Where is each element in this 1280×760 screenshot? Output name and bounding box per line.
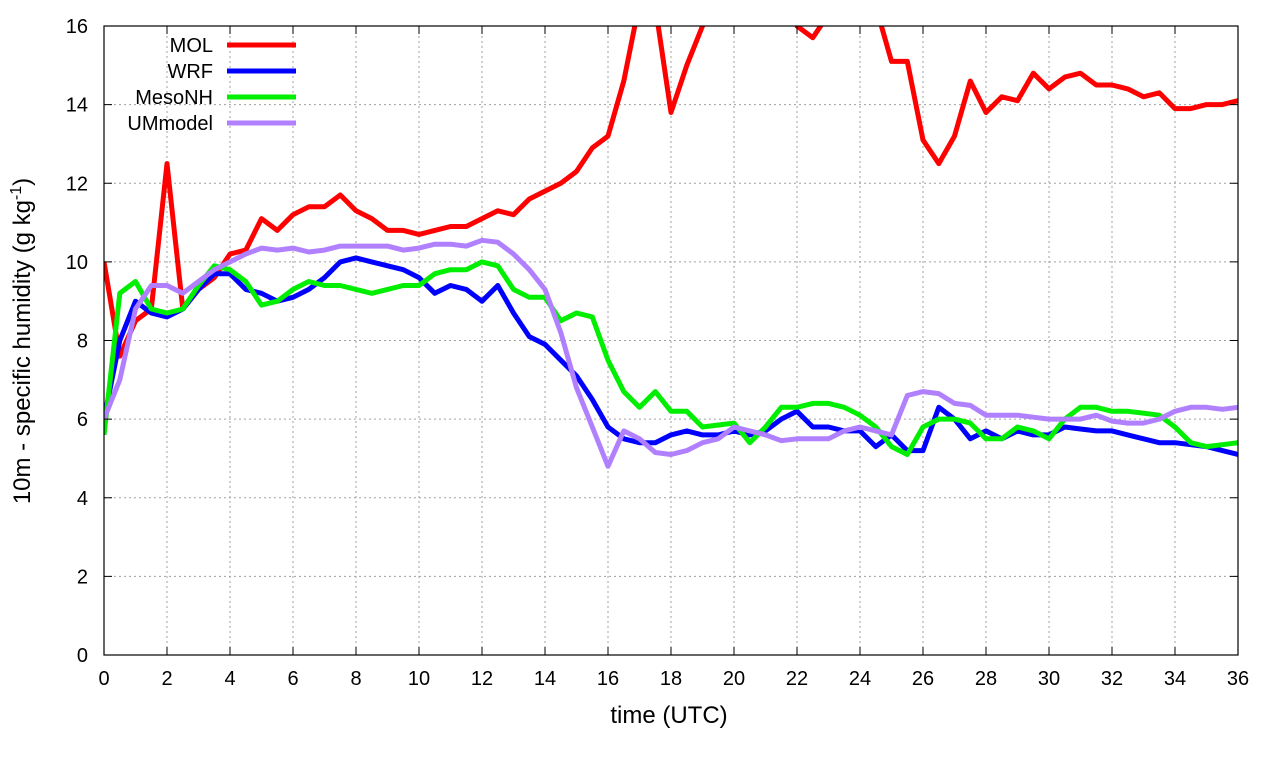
- x-tick-label: 36: [1227, 668, 1249, 690]
- legend-label-wrf: WRF: [167, 61, 213, 83]
- series-line-mesonh: [104, 259, 1238, 457]
- x-tick-label: 10: [408, 668, 430, 690]
- legend-label-ummodel: UMmodel: [127, 113, 213, 135]
- grid-lines: [104, 26, 1238, 655]
- x-axis-title: time (UTC): [610, 702, 727, 729]
- x-tick-label: 20: [723, 668, 745, 690]
- x-tick-label: 26: [912, 668, 934, 690]
- x-axis-ticks: 0 2 4 6 8 10 12 14 16 18 20 22 24 26 28 30 32 34 36: [98, 26, 1249, 690]
- x-tick-label: 24: [849, 668, 871, 690]
- x-tick-label: 16: [597, 668, 619, 690]
- x-tick-label: 30: [1038, 668, 1060, 690]
- y-axis-title-superscript: -1: [8, 186, 25, 200]
- y-axis-title-close: ): [9, 178, 36, 186]
- x-tick-label: 4: [224, 668, 235, 690]
- y-tick-label: 12: [66, 173, 88, 195]
- x-tick-label: 34: [1164, 668, 1186, 690]
- x-tick-label: 32: [1101, 668, 1123, 690]
- series-group: [104, 26, 1238, 469]
- y-axis-ticks: 0 2 4 6 8 10 12 14 16: [66, 16, 1238, 667]
- series-line-ummodel: [104, 237, 1238, 469]
- y-tick-label: 14: [66, 95, 88, 117]
- x-tick-label: 18: [660, 668, 682, 690]
- legend: MOL WRF MesoNH UMmodel: [127, 35, 296, 135]
- legend-label-mesonh: MesoNH: [135, 87, 213, 109]
- y-tick-label: 0: [77, 645, 88, 667]
- x-tick-label: 0: [98, 668, 109, 690]
- y-tick-label: 2: [77, 566, 88, 588]
- y-tick-label: 10: [66, 252, 88, 274]
- series-line-mol: [104, 26, 1238, 359]
- x-tick-label: 14: [534, 668, 556, 690]
- y-tick-label: 16: [66, 16, 88, 38]
- y-tick-label: 8: [77, 331, 88, 353]
- y-axis-title-main: 10m - specific humidity (g kg: [9, 200, 36, 504]
- y-tick-label: 6: [77, 409, 88, 431]
- x-tick-label: 28: [975, 668, 997, 690]
- x-tick-label: 2: [161, 668, 172, 690]
- x-tick-label: 8: [350, 668, 361, 690]
- legend-label-mol: MOL: [170, 35, 213, 57]
- x-tick-label: 22: [786, 668, 808, 690]
- x-tick-label: 12: [471, 668, 493, 690]
- y-tick-label: 4: [77, 488, 88, 510]
- x-tick-label: 6: [287, 668, 298, 690]
- y-axis-title: 10m - specific humidity (g kg-1): [8, 178, 36, 504]
